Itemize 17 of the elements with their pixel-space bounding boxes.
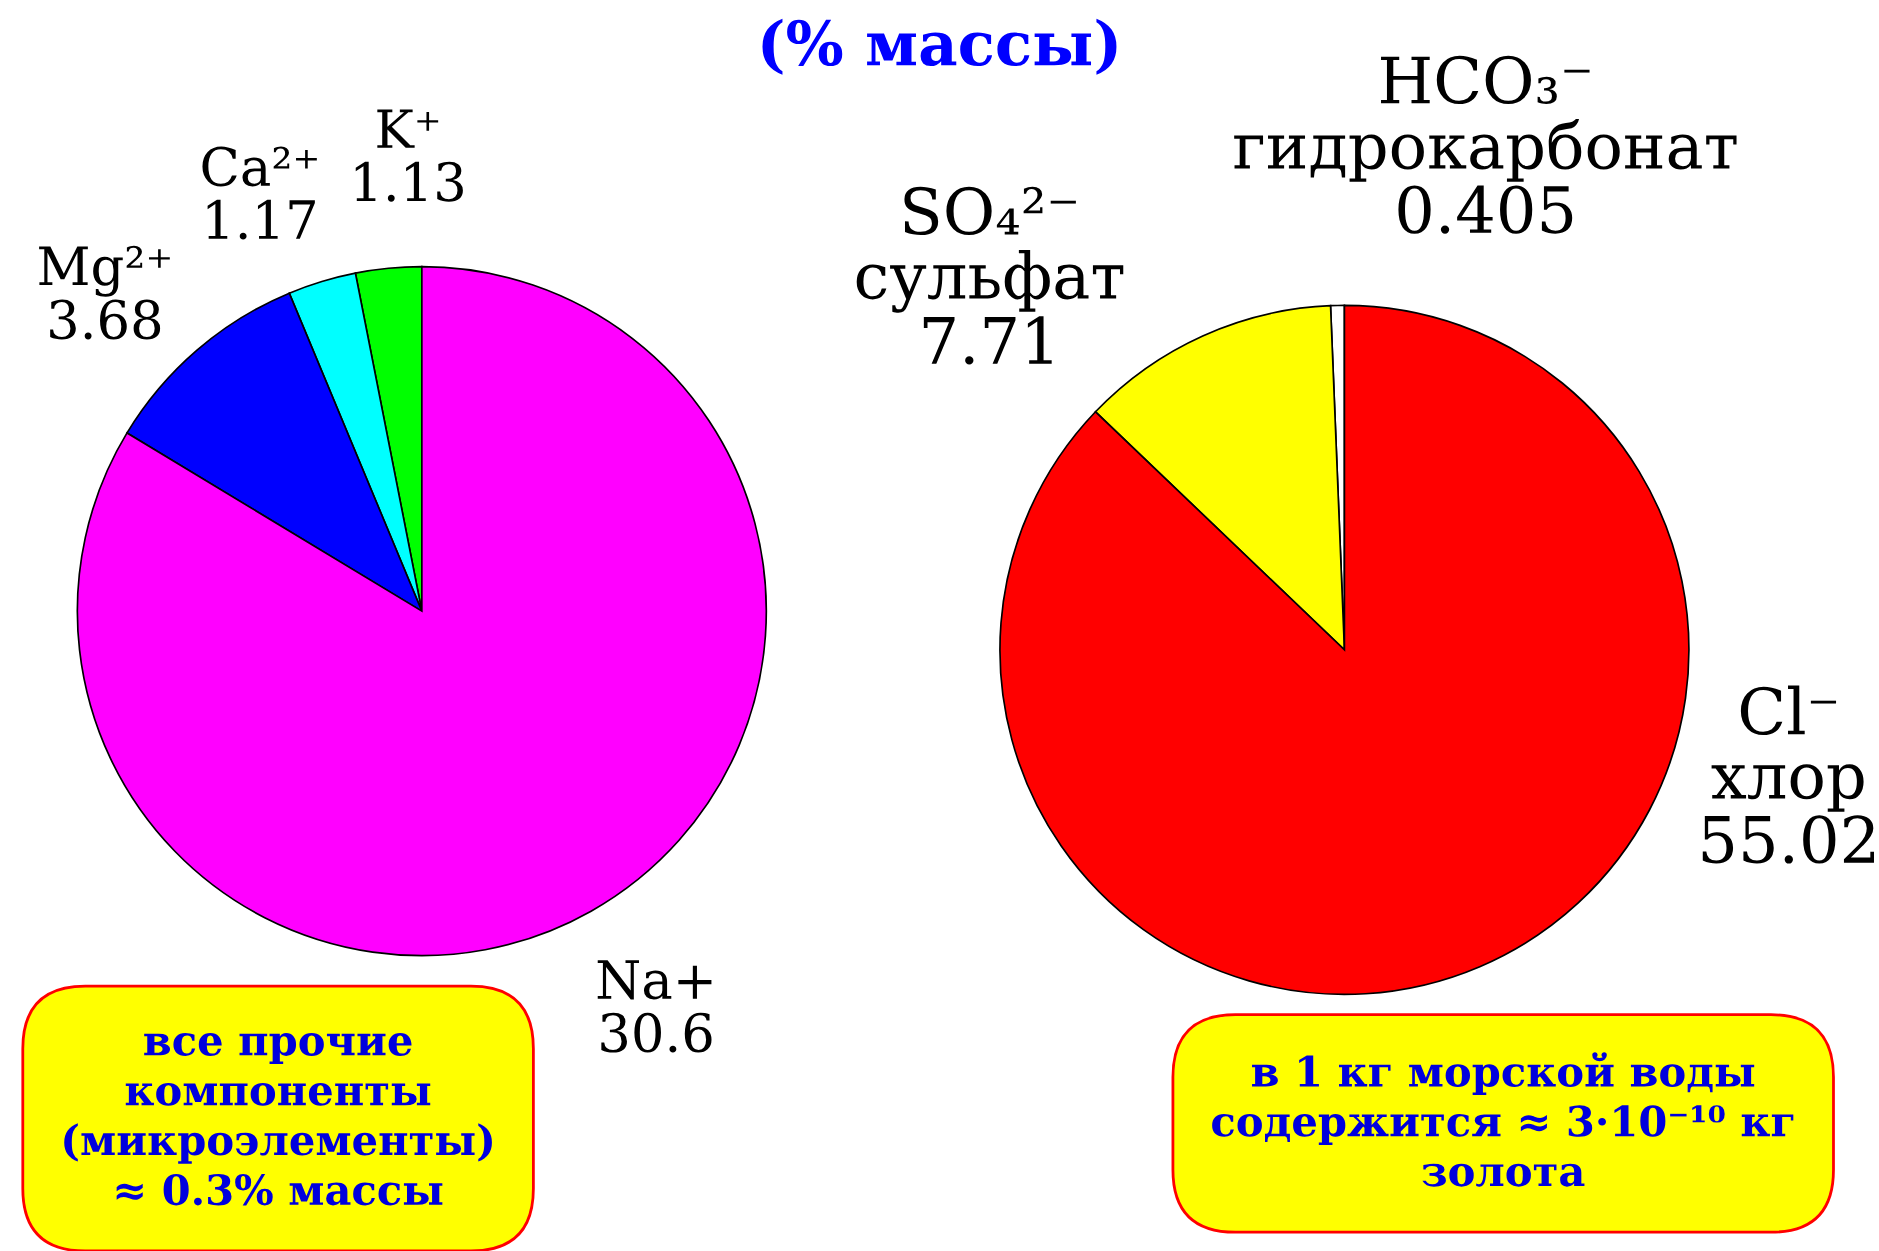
data-label: 55.02 <box>1702 815 1874 864</box>
slice-label: Ca²⁺ <box>202 146 317 187</box>
data-label: 7.71 <box>923 316 1052 365</box>
slice-label: HCO₃⁻ гидрокарбонат <box>1234 55 1737 182</box>
slice-label: K⁺ <box>377 109 439 148</box>
data-label: 0.405 <box>1398 185 1573 234</box>
slice-label: Cl⁻ хлор <box>1711 685 1864 812</box>
data-label: 1.13 <box>355 161 463 202</box>
slice-label: SO₄²⁻ сульфат <box>856 186 1124 313</box>
text: все прочие компоненты (микроэлементы) ≈ 0.3% массы <box>64 1033 492 1206</box>
data-label: 30.6 <box>601 1012 712 1053</box>
data-label: 3.68 <box>50 299 161 340</box>
slice-label: Na+ <box>597 960 712 1000</box>
text: (% массы) <box>762 18 1117 75</box>
text: в 1 кг морской воды содержится ≈ 3·10⁻¹⁰ кг золота <box>1212 1052 1794 1187</box>
slice-label: Mg²⁺ <box>39 245 170 297</box>
data-label: 1.17 <box>207 199 315 240</box>
